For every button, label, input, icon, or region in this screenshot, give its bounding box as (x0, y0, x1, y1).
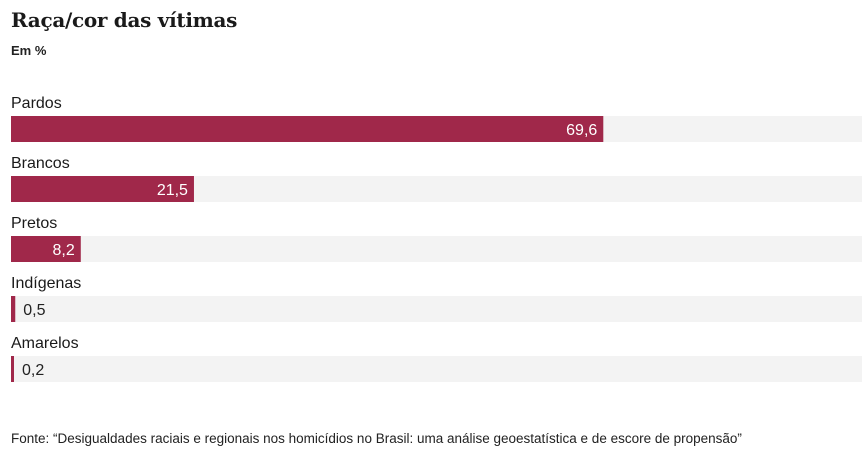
bar (11, 116, 604, 142)
value-label: 0,2 (22, 362, 44, 379)
bar-track (11, 296, 862, 322)
bar-track (11, 236, 862, 262)
value-label: 8,2 (53, 242, 75, 259)
category-label: Indígenas (11, 275, 81, 292)
source-note: Fonte: “Desigualdades raciais e regionai… (11, 431, 742, 446)
category-label: Pardos (11, 95, 62, 112)
chart-title: Raça/cor das vítimas (11, 8, 238, 32)
bar (11, 236, 81, 262)
value-label: 69,6 (566, 122, 597, 139)
value-label: 21,5 (157, 182, 188, 199)
bar (11, 356, 14, 382)
category-label: Amarelos (11, 335, 79, 352)
bar (11, 296, 16, 322)
bar-chart: Pardos 69,6 Brancos 21,5 Pretos 8,2 Indígenas 0… (11, 95, 862, 382)
category-label: Brancos (11, 155, 70, 172)
value-label: 0,5 (23, 302, 45, 319)
chart-subtitle: Em % (11, 43, 47, 58)
bar (11, 176, 194, 202)
category-label: Pretos (11, 215, 57, 232)
bar-track (11, 356, 862, 382)
